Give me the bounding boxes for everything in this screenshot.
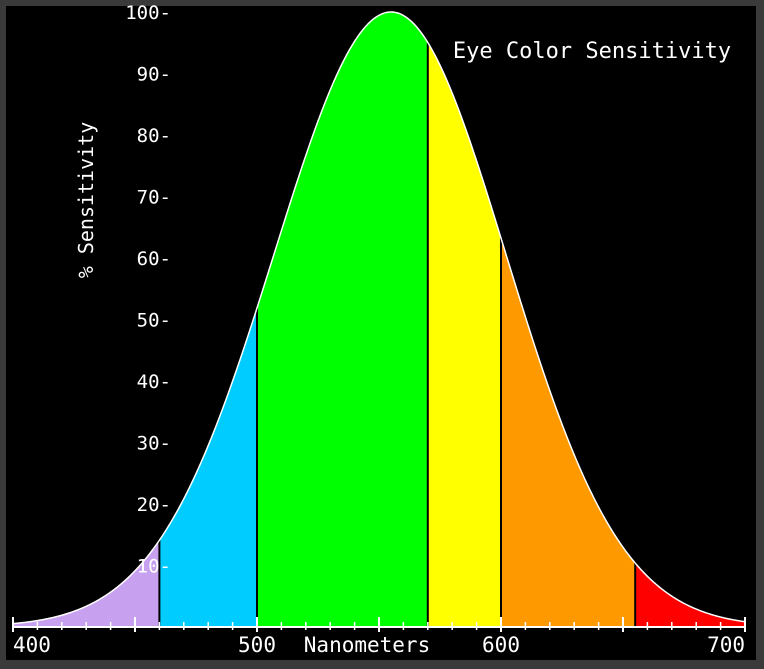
band-dividers <box>158 42 637 627</box>
x-tick-label: 600 <box>482 633 520 657</box>
chart-title: Eye Color Sensitivity <box>453 39 731 64</box>
x-axis-label: Nanometers <box>304 633 430 657</box>
y-tick-label: 20- <box>137 494 171 516</box>
y-tick-label: 40- <box>137 371 171 393</box>
band-orange <box>501 238 636 627</box>
x-tick-label: 500 <box>238 633 276 657</box>
spectrum-bands <box>13 12 745 628</box>
y-tick-label: 10- <box>137 556 171 578</box>
y-tick-label: 50- <box>137 310 171 332</box>
y-tick-label: 80- <box>137 125 171 147</box>
y-tick-label: 70- <box>137 187 171 209</box>
y-axis-ticks: 10- 20- 30- 40- 50- 60- 70- 80- 90- 100- <box>125 2 171 578</box>
y-tick-label: 30- <box>137 433 171 455</box>
y-axis-label: % Sensitivity <box>74 122 98 279</box>
y-tick-label: 100- <box>125 2 171 24</box>
y-tick-label: 60- <box>137 248 171 270</box>
band-violet <box>13 540 160 627</box>
y-tick-label: 90- <box>137 64 171 86</box>
band-red <box>635 563 745 627</box>
band-green <box>257 12 428 627</box>
band-blue <box>159 308 257 627</box>
band-yellow <box>427 42 501 628</box>
sensitivity-curve-outline <box>12 11 746 625</box>
x-tick-label: 400 <box>13 633 51 657</box>
x-tick-label: 700 <box>707 633 745 657</box>
x-axis: 400 500 600 700 <box>12 617 746 657</box>
